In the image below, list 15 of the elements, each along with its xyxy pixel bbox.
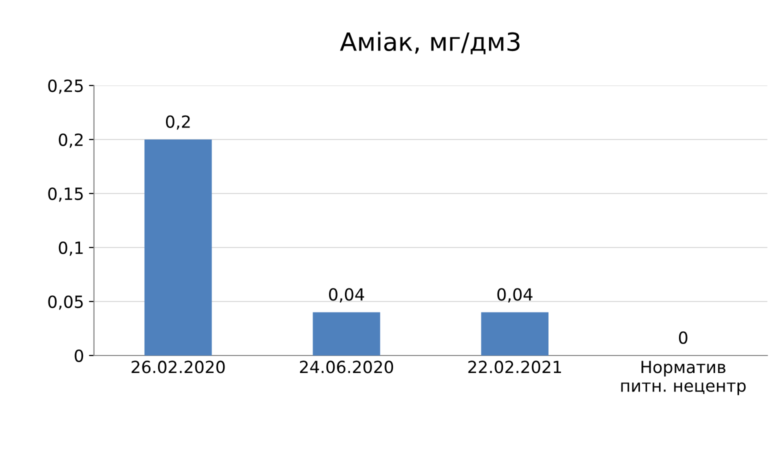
data-label: 0,2	[166, 115, 190, 130]
data-label: 0	[678, 331, 688, 344]
x-tick-label: 22.02.2021	[468, 360, 561, 374]
y-tick-label: 0,05	[48, 295, 83, 310]
x-tick-label: Норматив питн. нецентр	[621, 360, 746, 396]
y-tick-label: 0,1	[58, 241, 83, 256]
x-tick-label: 24.06.2020	[300, 360, 394, 374]
data-label: 0,04	[497, 288, 532, 302]
y-tick-label: 0,2	[58, 133, 83, 148]
y-tick-label: 0	[74, 349, 84, 362]
x-tick-label: 26.02.2020	[132, 360, 225, 374]
chart-title: Аміак, мг/дм3	[340, 32, 520, 54]
data-label: 0,04	[329, 288, 364, 302]
y-tick-label: 0,25	[48, 79, 83, 94]
y-tick-label: 0,15	[48, 187, 83, 202]
